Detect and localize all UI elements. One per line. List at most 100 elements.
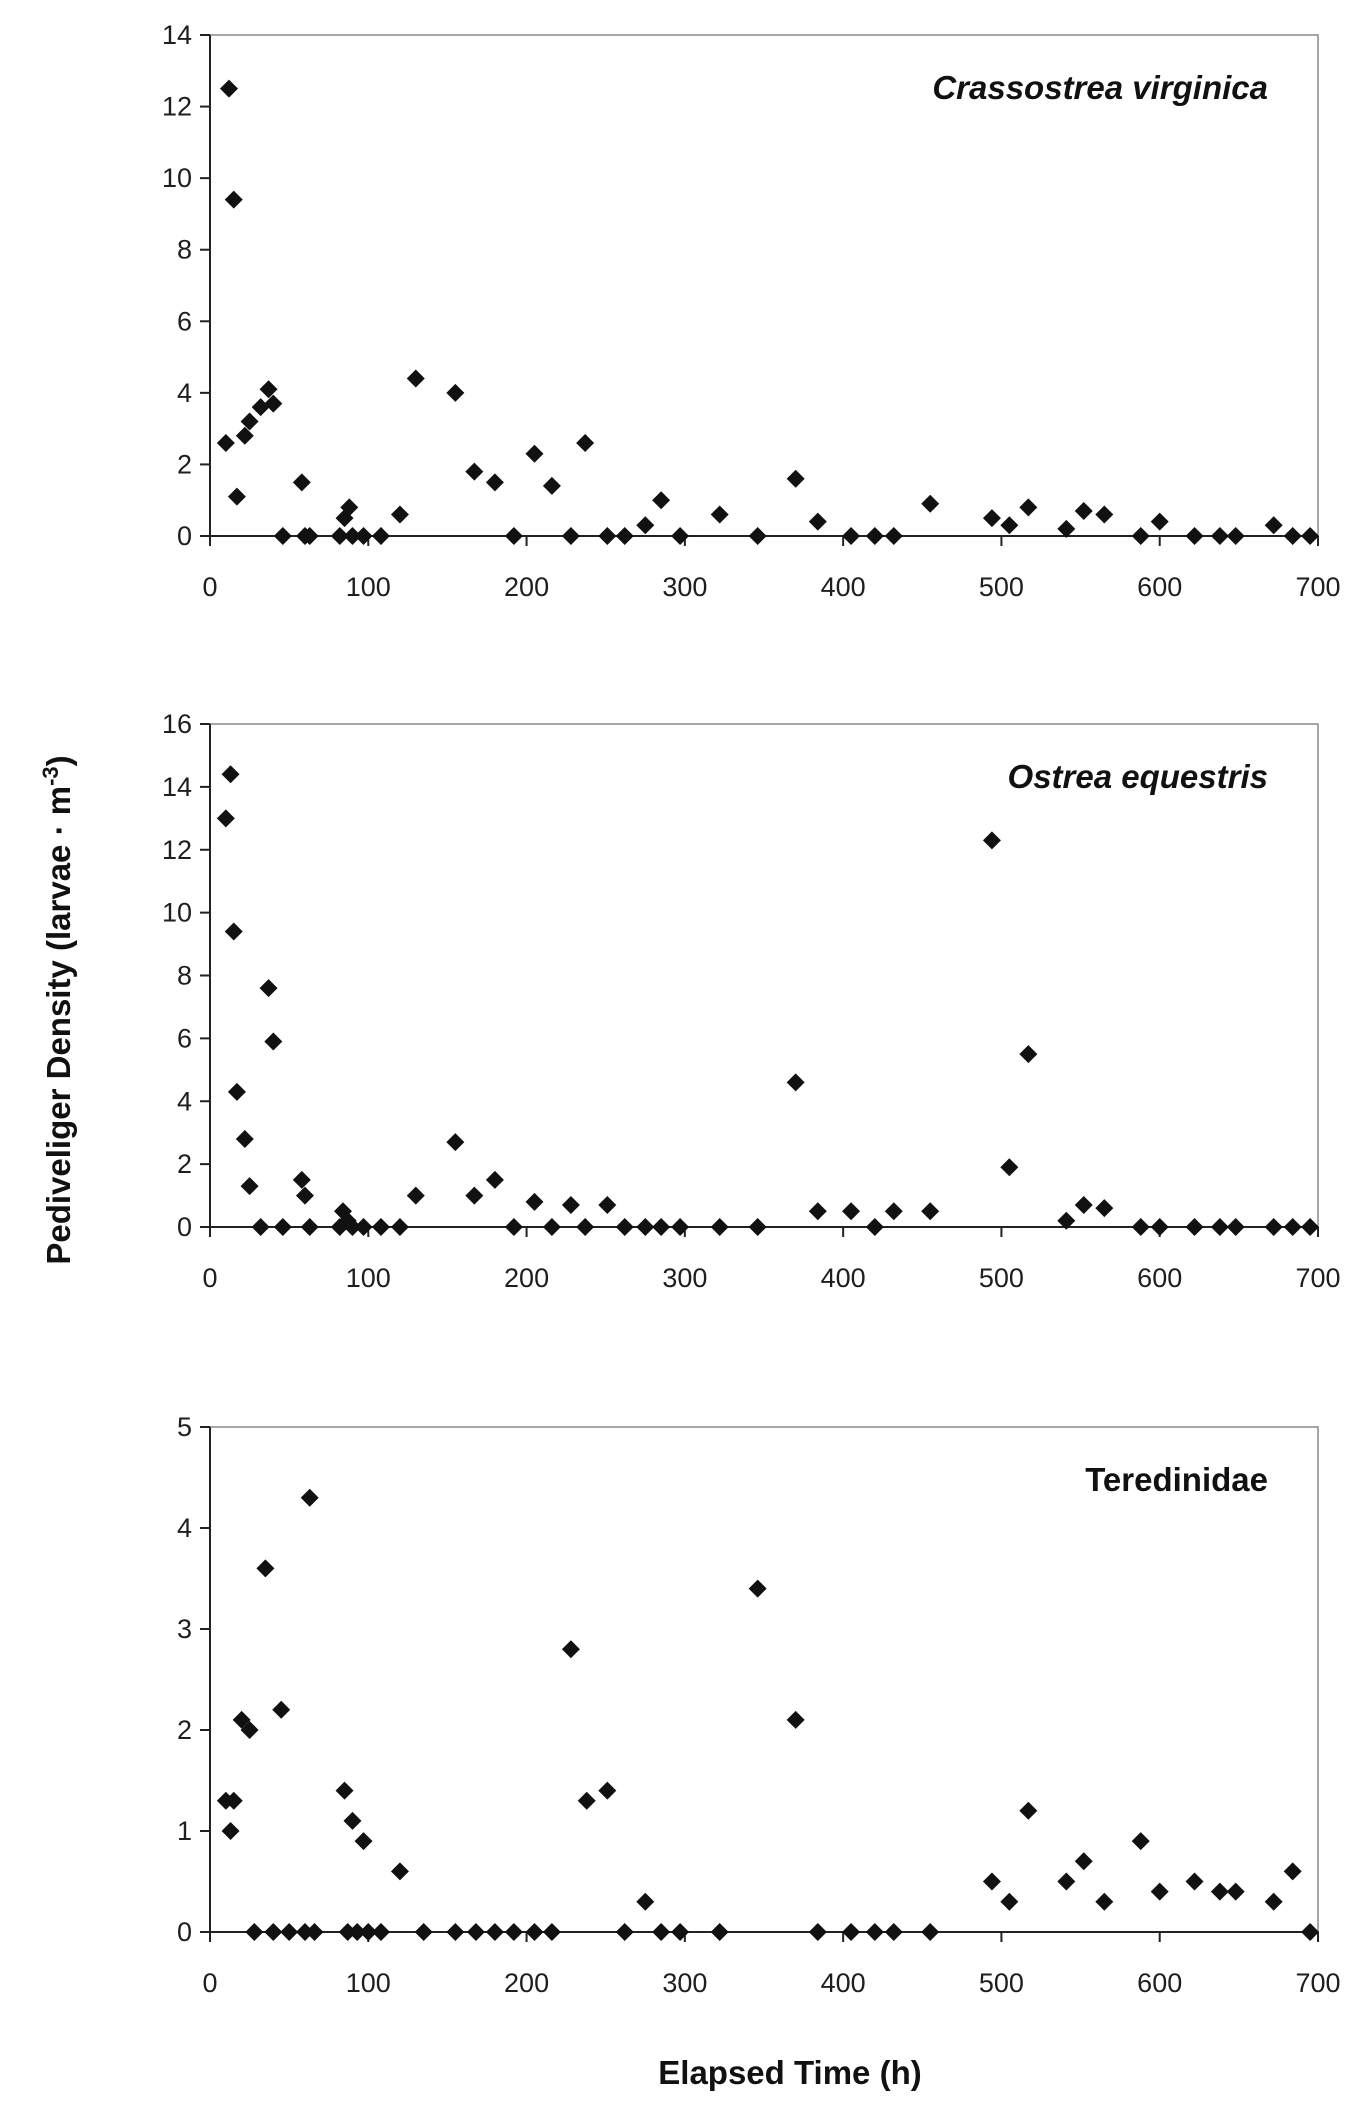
data-point	[272, 1700, 291, 1719]
data-point	[652, 1923, 671, 1941]
data-point	[921, 1202, 940, 1221]
y-tick-label: 5	[177, 1412, 192, 1442]
data-point	[390, 1862, 409, 1881]
data-point	[1185, 1218, 1204, 1236]
data-point	[1226, 527, 1245, 545]
y-tick-label: 10	[162, 898, 192, 928]
data-point	[504, 1218, 523, 1236]
data-point	[1301, 1218, 1320, 1236]
data-point	[264, 394, 283, 413]
data-point	[292, 1170, 311, 1189]
data-point	[227, 1082, 246, 1101]
y-tick-label: 0	[177, 1917, 192, 1947]
y-tick-label: 2	[177, 1149, 192, 1179]
data-point	[748, 1579, 767, 1598]
data-point	[1019, 1801, 1038, 1820]
data-point	[224, 1791, 243, 1810]
data-point	[335, 1781, 354, 1800]
data-point	[305, 1923, 324, 1941]
data-point	[1095, 505, 1114, 524]
data-point	[232, 1710, 251, 1729]
data-point	[982, 1872, 1001, 1891]
data-point	[615, 527, 634, 545]
x-tick-label: 400	[821, 1968, 866, 1998]
data-point	[245, 1923, 264, 1941]
data-point	[1301, 1923, 1320, 1941]
data-point	[1131, 1832, 1150, 1851]
plot-frame	[209, 723, 1319, 1228]
data-point	[598, 527, 617, 545]
data-point	[1264, 516, 1283, 535]
data-point	[615, 1218, 634, 1236]
x-tick-label: 200	[504, 1263, 549, 1293]
data-point	[1150, 1882, 1169, 1901]
data-point	[465, 1186, 484, 1205]
data-point	[1095, 1892, 1114, 1911]
data-point	[842, 527, 861, 545]
data-point	[748, 1218, 767, 1236]
data-point	[390, 505, 409, 524]
data-point	[710, 1923, 729, 1941]
data-point	[1210, 1882, 1229, 1901]
data-point	[216, 809, 235, 828]
data-point	[561, 1640, 580, 1659]
y-tick-label: 3	[177, 1614, 192, 1644]
y-tick-label: 2	[177, 1715, 192, 1745]
data-point	[842, 1202, 861, 1221]
data-point	[406, 369, 425, 388]
data-point	[295, 1186, 314, 1205]
y-tick-label: 6	[177, 306, 192, 336]
x-tick-label: 700	[1295, 572, 1340, 602]
data-point	[216, 433, 235, 452]
data-point	[354, 1832, 373, 1851]
data-point	[842, 1923, 861, 1941]
data-point	[485, 1170, 504, 1189]
y-axis-title: Pediveliger Density (larvae · m-3)	[38, 755, 78, 1264]
panel-title: Ostrea equestris	[1008, 758, 1268, 795]
data-point	[1301, 527, 1320, 545]
data-point	[273, 1218, 292, 1236]
x-tick-label: 100	[346, 1263, 391, 1293]
data-point	[221, 765, 240, 784]
x-tick-label: 700	[1295, 1263, 1340, 1293]
data-point	[865, 1218, 884, 1236]
data-point	[525, 444, 544, 463]
data-point	[525, 1923, 544, 1941]
data-point	[1283, 527, 1302, 545]
panel-title: Teredinidae	[1085, 1461, 1268, 1498]
data-point	[884, 1923, 903, 1941]
data-point	[786, 1710, 805, 1729]
data-point	[224, 190, 243, 209]
data-point	[354, 527, 373, 545]
data-point	[525, 1192, 544, 1211]
x-axis-title: Elapsed Time (h)	[658, 2054, 921, 2091]
y-tick-label: 0	[177, 521, 192, 551]
x-tick-label: 300	[662, 572, 707, 602]
data-point	[235, 426, 254, 445]
data-point	[371, 1923, 390, 1941]
data-point	[1264, 1218, 1283, 1236]
x-tick-label: 500	[979, 572, 1024, 602]
data-point	[577, 1791, 596, 1810]
data-point	[1210, 527, 1229, 545]
data-point	[671, 1923, 690, 1941]
y-tick-label: 14	[162, 20, 192, 50]
data-point	[264, 1923, 283, 1941]
y-tick-label: 8	[177, 961, 192, 991]
data-point	[921, 1923, 940, 1941]
y-tick-label: 0	[177, 1212, 192, 1242]
data-point	[259, 380, 278, 399]
data-point	[1131, 527, 1150, 545]
data-point	[808, 1202, 827, 1221]
y-axis-title-close: )	[40, 755, 77, 766]
data-point	[615, 1923, 634, 1941]
data-point	[300, 1488, 319, 1507]
y-tick-label: 4	[177, 1086, 192, 1116]
data-point	[636, 1218, 655, 1236]
x-tick-label: 0	[202, 1263, 217, 1293]
data-point	[542, 1218, 561, 1236]
data-point	[240, 1177, 259, 1196]
data-point	[446, 383, 465, 402]
data-point	[982, 509, 1001, 528]
